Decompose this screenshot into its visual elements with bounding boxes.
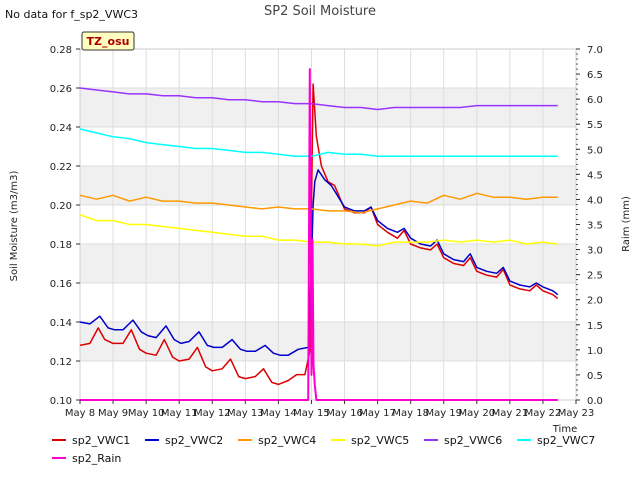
- y-axis-label: Soil Moisture (m3/m3): [9, 171, 20, 282]
- y2-tick-label: 6.0: [587, 95, 603, 106]
- y2-tick-label: 4.0: [587, 195, 603, 206]
- legend-label: sp2_VWC5: [351, 434, 409, 447]
- y2-tick-label: 0.0: [587, 396, 603, 407]
- x-tick-label: May 15: [293, 408, 330, 419]
- legend-label: sp2_VWC6: [444, 434, 502, 447]
- no-data-note: No data for f_sp2_VWC3: [5, 8, 138, 21]
- y-tick-label: 0.10: [50, 396, 72, 407]
- y-tick-label: 0.16: [50, 279, 72, 290]
- legend: sp2_VWC1 sp2_VWC2 sp2_VWC4 sp2_VWC5 sp2_VWC6…: [52, 434, 595, 465]
- y2-axis-label: Raim (mm): [621, 196, 632, 252]
- legend-label: sp2_VWC2: [165, 434, 223, 447]
- grid-band: [80, 244, 576, 283]
- series-line-sp2-vwc6: [79, 87, 558, 111]
- x-tick-label: May 8: [65, 408, 95, 419]
- x-tick-label: May 16: [326, 408, 363, 419]
- grid-band: [80, 88, 576, 127]
- x-tick-label: May 17: [359, 408, 396, 419]
- y2-tick-label: 6.5: [587, 70, 603, 81]
- series-layer: [79, 68, 559, 401]
- tz-badge-label: TZ_osu: [87, 35, 130, 48]
- y2-tick-label: 2.0: [587, 296, 603, 307]
- x-tick-label: May 10: [128, 408, 165, 419]
- series-line-sp2-vwc7: [79, 128, 558, 158]
- x-tick-label: May 18: [392, 408, 429, 419]
- y-tick-label: 0.20: [50, 201, 72, 212]
- series-line-sp2-rain: [80, 68, 558, 401]
- y-tick-label: 0.26: [50, 84, 72, 95]
- x-tick-label: May 14: [260, 408, 297, 419]
- y-tick-label: 0.28: [50, 45, 72, 56]
- legend-label: sp2_VWC1: [72, 434, 130, 447]
- x-axis-label: Time: [552, 424, 577, 435]
- y2-tick-label: 0.5: [587, 371, 603, 382]
- series-line-sp2-vwc4: [79, 192, 558, 214]
- legend-label: sp2_Rain: [72, 452, 121, 465]
- chart-title: SP2 Soil Moisture: [264, 4, 376, 19]
- grid-band: [80, 166, 576, 205]
- y2-tick-label: 3.5: [587, 221, 603, 232]
- y2-tick-label: 2.5: [587, 271, 603, 282]
- y2-tick-label: 3.0: [587, 246, 603, 257]
- x-tick-label: May 19: [425, 408, 462, 419]
- tz-badge: TZ_osu: [81, 31, 135, 51]
- y2-tick-label: 5.5: [587, 120, 603, 131]
- x-tick-label: May 11: [161, 408, 198, 419]
- x-tick-label: May 20: [459, 408, 496, 419]
- y2-tick-label: 5.0: [587, 145, 603, 156]
- x-tick-label: May 13: [227, 408, 264, 419]
- legend-label: sp2_VWC4: [258, 434, 316, 447]
- x-tick-label: May 12: [194, 408, 231, 419]
- y-tick-label: 0.14: [50, 318, 72, 329]
- y-tick-label: 0.12: [50, 357, 72, 368]
- y-tick-label: 0.18: [50, 240, 72, 251]
- legend-label: sp2_VWC7: [537, 434, 595, 447]
- y2-tick-label: 1.5: [587, 321, 603, 332]
- y2-tick-label: 1.0: [587, 346, 603, 357]
- y-tick-label: 0.24: [50, 123, 72, 134]
- x-tick-label: May 22: [525, 408, 562, 419]
- y2-tick-label: 4.5: [587, 170, 603, 181]
- series-line-sp2-vwc2: [79, 169, 559, 356]
- x-tick-label: May 21: [492, 408, 529, 419]
- y2-tick-label: 7.0: [587, 45, 603, 56]
- x-tick-label: May 23: [558, 408, 595, 419]
- y-tick-label: 0.22: [50, 162, 72, 173]
- x-tick-label: May 9: [98, 408, 128, 419]
- series-line-sp2-vwc5: [79, 214, 558, 247]
- series-line-sp2-vwc1: [79, 83, 559, 386]
